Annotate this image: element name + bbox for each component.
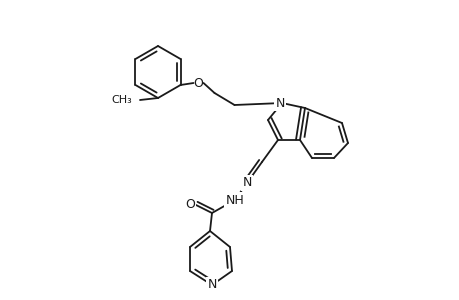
Text: NH: NH — [225, 194, 244, 206]
Text: N: N — [275, 97, 284, 110]
Text: O: O — [185, 199, 195, 212]
Text: O: O — [193, 76, 203, 89]
Text: N: N — [242, 176, 251, 190]
Text: N: N — [207, 278, 216, 292]
Text: CH₃: CH₃ — [111, 95, 132, 105]
